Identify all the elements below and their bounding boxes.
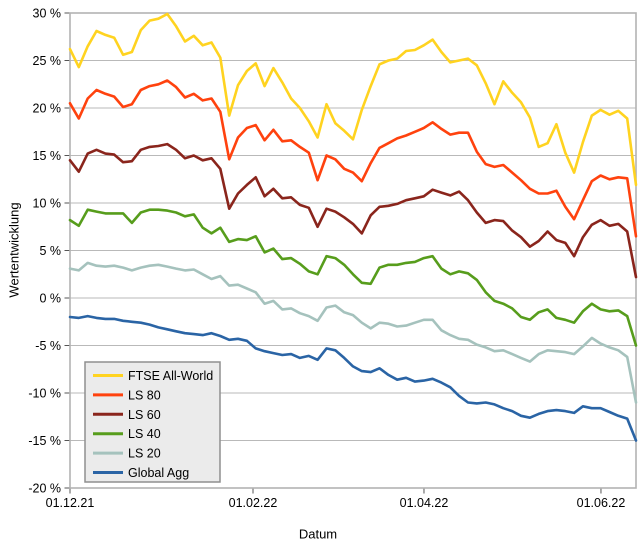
x-tick-label: 01.02.22 (229, 496, 278, 510)
legend-label: LS 60 (128, 408, 161, 422)
series-line-ls-40 (68, 208, 638, 347)
y-tick-label: 5 % (39, 244, 61, 258)
x-axis-title: Datum (298, 526, 338, 542)
series-line-ls-60 (68, 142, 638, 279)
y-tick-label: -15 % (28, 434, 61, 448)
plot-frame (69, 12, 637, 489)
legend-label: Global Agg (128, 466, 189, 480)
legend-label: LS 80 (128, 388, 161, 402)
x-tick-label: 01.04.22 (400, 496, 449, 510)
y-tick-label: 30 % (33, 7, 62, 21)
y-tick-label: 0 % (39, 292, 61, 306)
y-axis-title: Wertentwicklung (6, 202, 22, 298)
y-tick-label: -20 % (28, 482, 61, 496)
y-tick-label: -10 % (28, 387, 61, 401)
legend-label: FTSE All-World (128, 369, 213, 383)
legend-label: LS 40 (128, 427, 161, 441)
y-tick-label: 10 % (33, 197, 62, 211)
y-tick-label: -5 % (35, 339, 61, 353)
legend-label: LS 20 (128, 447, 161, 461)
series-line-ls-80 (68, 79, 638, 238)
x-tick-label: 01.06.22 (577, 496, 626, 510)
x-tick-label: 01.12.21 (46, 496, 95, 510)
y-tick-label: 20 % (33, 102, 62, 116)
y-tick-label: 25 % (33, 54, 62, 68)
legend-box (84, 361, 221, 483)
series-line-ftse-all-world (68, 12, 638, 187)
series-line-global-agg (68, 314, 638, 442)
y-tick-label: 15 % (33, 149, 62, 163)
series-line-ls-20 (68, 261, 638, 404)
